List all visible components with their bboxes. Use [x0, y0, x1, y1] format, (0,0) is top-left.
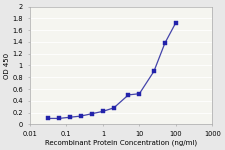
- Y-axis label: OD 450: OD 450: [4, 52, 10, 79]
- X-axis label: Recombinant Protein Concentration (ng/ml): Recombinant Protein Concentration (ng/ml…: [45, 139, 197, 146]
